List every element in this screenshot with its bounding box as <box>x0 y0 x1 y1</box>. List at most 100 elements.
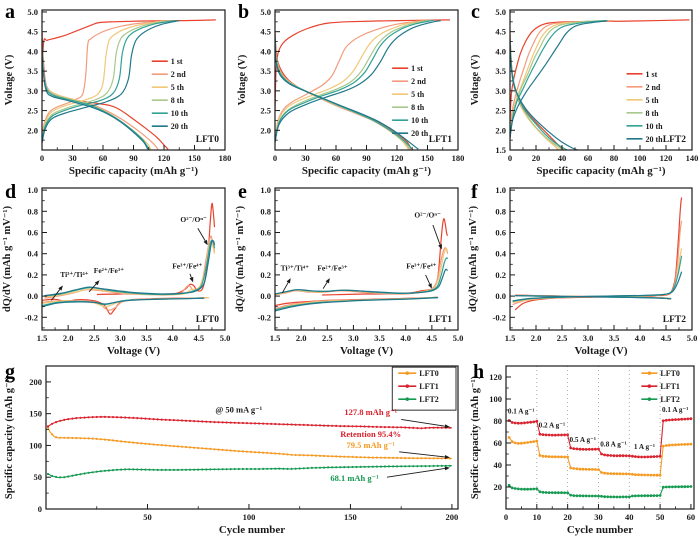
x-tick-label: 4.0 <box>635 333 646 343</box>
series-line-8th <box>42 20 173 144</box>
y-tick-label: 50 <box>34 472 43 482</box>
panel-letter: d <box>5 181 16 203</box>
plot-border <box>45 365 459 510</box>
legend-label: LFT2 <box>660 395 680 404</box>
legend-label: 5 th <box>645 96 659 105</box>
data-point-LFT0 <box>347 455 350 458</box>
data-point-LFT0 <box>221 448 224 451</box>
data-point-LFT0 <box>658 473 662 477</box>
data-point-LFT0 <box>520 441 523 445</box>
y-tick-label: 100 <box>489 394 502 404</box>
legend-label: LFT0 <box>419 369 439 378</box>
data-point-LFT2 <box>298 467 301 470</box>
data-point-LFT1 <box>172 419 175 422</box>
data-point-LFT1 <box>318 424 322 427</box>
data-point-LFT1 <box>529 420 533 424</box>
data-point-LFT2 <box>331 466 334 469</box>
legend-box <box>391 366 457 411</box>
x-tick-label: 60 <box>332 153 341 163</box>
series-line-1st <box>42 19 216 95</box>
data-point-LFT2 <box>428 465 431 468</box>
data-point-LFT0 <box>606 472 610 475</box>
data-point-LFT2 <box>553 491 557 495</box>
y-tick-label: 4.5 <box>27 27 38 37</box>
data-point-LFT0 <box>258 451 261 454</box>
data-point-LFT0 <box>383 456 386 459</box>
annotation-arrowhead <box>325 278 330 284</box>
data-point-LFT0 <box>363 456 366 459</box>
y-tick-label: 5.0 <box>27 7 38 17</box>
data-point-LFT1 <box>363 425 366 428</box>
data-point-LFT2 <box>529 487 533 491</box>
data-point-LFT2 <box>526 487 529 491</box>
x-tick-label: 50 <box>656 512 665 522</box>
x-tick-label: 2.5 <box>322 333 333 343</box>
data-point-LFT0 <box>335 455 338 458</box>
series-group <box>510 19 690 150</box>
data-point-LFT0 <box>634 473 637 477</box>
x-axis-label: Specific capacity (mAh g⁻¹) <box>302 165 432 177</box>
data-point-LFT1 <box>689 417 693 421</box>
legend-marker <box>647 384 652 388</box>
legend-label: 8 th <box>411 103 425 112</box>
data-point-LFT0 <box>375 456 378 459</box>
panel-h-chart: 0 10 20 30 40 50 60 20 40 60 80 100 120 Cycle number S… <box>470 361 695 536</box>
data-point-LFT0 <box>597 468 600 471</box>
data-point-LFT1 <box>513 421 517 425</box>
data-point-LFT0 <box>120 440 123 443</box>
data-point-LFT2 <box>383 465 386 468</box>
data-point-LFT1 <box>343 425 346 428</box>
data-point-LFT1 <box>314 424 317 427</box>
annotation-arrow <box>189 273 192 278</box>
data-point-LFT2 <box>544 491 548 494</box>
data-point-LFT0 <box>448 457 451 460</box>
data-point-LFT2 <box>538 490 542 494</box>
data-point-LFT1 <box>205 420 208 423</box>
series-line-LFT1 <box>47 416 452 429</box>
data-point-LFT1 <box>128 416 131 419</box>
data-point-LFT1 <box>310 424 313 427</box>
x-tick-label: 120 <box>660 153 673 163</box>
annotation-arrowhead <box>189 276 194 283</box>
y-tick-label: 0.8 <box>260 206 271 216</box>
series-line-5th <box>42 20 165 143</box>
series-line-20th <box>515 295 672 300</box>
data-point-LFT1 <box>624 454 628 458</box>
y-tick-label: 100 <box>29 440 42 450</box>
panel-letter: h <box>473 361 484 383</box>
data-point-LFT1 <box>99 415 102 418</box>
y-tick-label: 4.0 <box>260 46 271 56</box>
data-point-LFT1 <box>523 421 526 425</box>
data-point-LFT1 <box>392 426 395 429</box>
data-point-LFT1 <box>241 421 244 425</box>
data-point-LFT0 <box>172 445 175 448</box>
data-point-LFT0 <box>79 437 82 440</box>
data-point-LFT1 <box>249 422 253 425</box>
data-point-LFT1 <box>46 425 50 428</box>
data-point-LFT1 <box>176 419 179 422</box>
annotation-arrowhead <box>444 424 450 429</box>
y-tick-label: 3.5 <box>260 66 271 76</box>
data-point-LFT1 <box>618 454 622 458</box>
series-line-20th <box>512 271 683 302</box>
data-point-LFT0 <box>249 450 253 453</box>
x-tick-label: 30 <box>594 512 603 522</box>
x-tick-label: 2.5 <box>89 333 100 343</box>
data-point-LFT2 <box>310 466 313 469</box>
data-point-LFT1 <box>156 418 159 421</box>
data-point-LFT1 <box>575 447 579 451</box>
panel-f-chart: 1.5 2.0 2.5 3.0 3.5 4.0 4.5 5.0 -0.2 0.0 0.2 0.4 0.6… <box>468 181 697 357</box>
data-point-LFT0 <box>205 447 208 450</box>
data-point-LFT2 <box>363 465 366 468</box>
data-point-LFT2 <box>302 467 305 470</box>
data-point-LFT1 <box>91 416 94 419</box>
data-point-LFT1 <box>327 424 330 427</box>
x-tick-label: 120 <box>158 153 171 163</box>
legend-label: 10 th <box>645 122 663 131</box>
series-group <box>46 415 452 479</box>
x-tick-label: 2.0 <box>63 333 74 343</box>
legend-marker <box>405 371 410 375</box>
data-point-LFT2 <box>408 465 411 468</box>
y-axis-label: Voltage (V) <box>4 54 15 105</box>
data-point-LFT0 <box>689 442 693 446</box>
